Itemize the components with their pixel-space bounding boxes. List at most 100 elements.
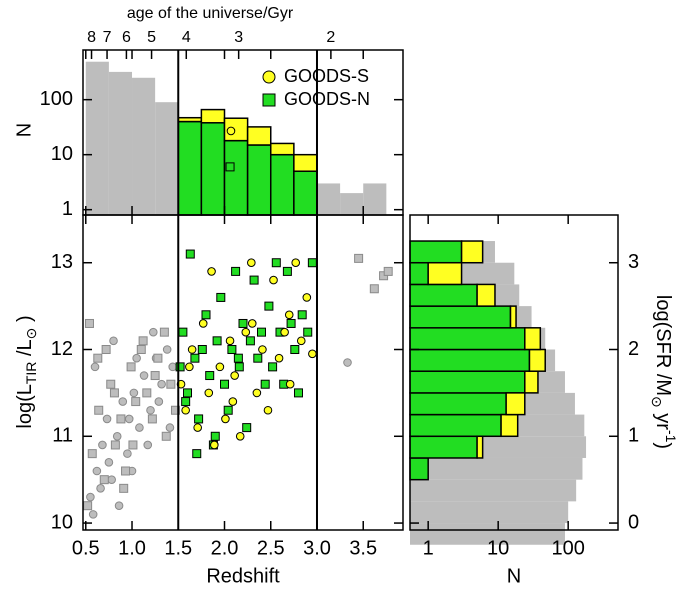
x-tick-label: 3.0 xyxy=(303,537,331,559)
marker-square xyxy=(303,327,313,337)
bar xyxy=(500,413,519,438)
marker-square xyxy=(197,345,207,355)
marker-circle xyxy=(98,440,107,450)
marker-square xyxy=(178,327,188,337)
marker-circle xyxy=(230,371,239,380)
bar xyxy=(409,283,478,307)
marker-circle xyxy=(291,258,301,268)
marker-circle xyxy=(228,397,238,406)
marker-circle xyxy=(129,388,139,398)
marker-square xyxy=(268,362,278,372)
x-tick-label: 1.5 xyxy=(164,537,192,559)
x-tick-label: 2.0 xyxy=(211,537,239,559)
plot-frame xyxy=(409,214,619,531)
bar xyxy=(409,240,463,264)
marker-circle xyxy=(204,388,214,398)
marker-square xyxy=(110,440,120,450)
marker-square xyxy=(307,258,317,268)
marker-circle xyxy=(215,362,225,372)
marker-square xyxy=(212,336,222,346)
label-superscript: -1 xyxy=(663,430,679,443)
marker-circle xyxy=(132,353,141,363)
marker-square xyxy=(201,310,211,320)
marker-circle xyxy=(154,397,164,406)
y-tick-label: 10 xyxy=(51,511,73,533)
bar xyxy=(410,457,583,480)
marker-square xyxy=(175,362,185,372)
marker-circle xyxy=(274,353,284,363)
x-tick-label: 10 xyxy=(487,537,509,559)
marker-square xyxy=(216,292,226,302)
bar xyxy=(132,77,156,215)
marker-circle xyxy=(143,440,153,450)
marker-circle xyxy=(284,310,294,320)
marker-square xyxy=(121,466,131,476)
label-part: ) xyxy=(652,442,674,449)
marker-circle xyxy=(109,336,118,346)
bar xyxy=(177,116,203,123)
x2-tick-label: 5 xyxy=(147,29,156,46)
marker-circle xyxy=(86,492,95,502)
legend-marker xyxy=(262,70,276,84)
x-tick-label: 0.5 xyxy=(72,537,100,559)
marker-circle xyxy=(285,379,295,389)
marker-square xyxy=(260,379,270,389)
marker-circle xyxy=(139,371,149,380)
marker-square xyxy=(256,327,266,337)
marker-square xyxy=(181,397,191,407)
label-subscript: ⊙ xyxy=(23,328,39,340)
marker-circle xyxy=(210,440,219,450)
marker-circle xyxy=(181,405,190,415)
marker-square xyxy=(136,345,146,355)
x2-tick-label: 7 xyxy=(103,29,112,46)
marker-circle xyxy=(148,327,158,337)
bar xyxy=(409,457,429,481)
marker-square xyxy=(161,431,171,441)
marker-circle xyxy=(225,336,235,346)
marker-circle xyxy=(302,293,312,302)
marker-circle xyxy=(263,405,273,415)
label-subscript: ⊙ xyxy=(649,396,665,408)
x2-tick-label: 2 xyxy=(326,29,335,46)
marker-circle xyxy=(162,345,172,354)
marker-circle xyxy=(252,388,262,398)
marker-circle xyxy=(343,358,352,367)
label-part: /L xyxy=(14,339,36,361)
marker-circle xyxy=(193,423,202,432)
x2-tick-label: 4 xyxy=(182,29,191,46)
marker-circle xyxy=(247,319,257,328)
bar xyxy=(108,71,133,215)
marker-square xyxy=(87,449,97,459)
bar xyxy=(246,126,272,146)
marker-square xyxy=(282,266,292,276)
marker-square xyxy=(290,345,300,355)
bar xyxy=(409,327,526,351)
bar xyxy=(177,120,203,216)
x2-tick-label: 8 xyxy=(87,29,96,46)
marker-square xyxy=(126,362,136,372)
y2-tick-label: 2 xyxy=(628,338,639,360)
marker-circle xyxy=(269,275,278,285)
marker-square xyxy=(119,483,129,493)
marker-circle xyxy=(280,327,289,337)
bar xyxy=(476,283,496,307)
bar xyxy=(293,153,318,172)
x2-tick-label: 3 xyxy=(234,29,243,46)
y2-tick-label: 1 xyxy=(628,425,639,447)
bar xyxy=(410,523,565,545)
bar xyxy=(269,142,295,156)
marker-square xyxy=(205,371,215,381)
marker-square xyxy=(231,266,241,276)
marker-square xyxy=(106,379,116,389)
bar xyxy=(524,327,542,351)
bar xyxy=(410,501,569,524)
marker-square xyxy=(142,388,152,398)
marker-square xyxy=(383,266,393,276)
marker-circle xyxy=(258,345,267,354)
marker-circle xyxy=(146,405,155,415)
marker-square xyxy=(253,353,263,363)
label-part: log(SFR /M xyxy=(652,295,674,396)
marker-circle xyxy=(90,362,100,372)
bar xyxy=(293,170,318,216)
